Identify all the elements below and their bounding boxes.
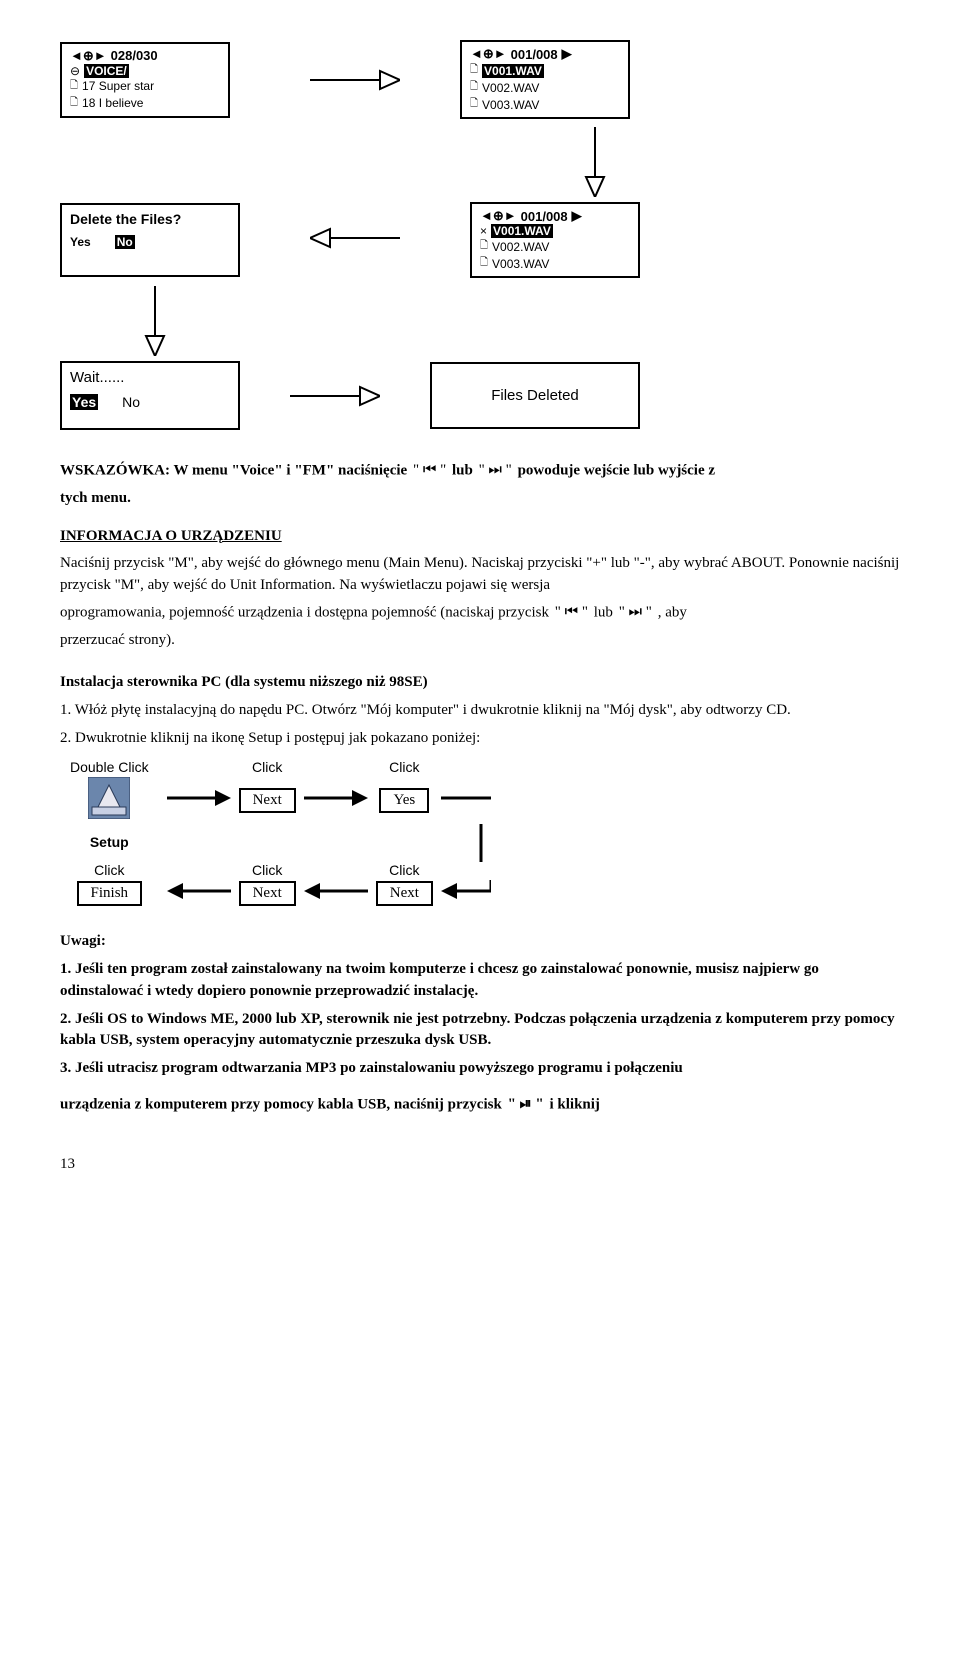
label-double-click: Double Click xyxy=(70,759,149,775)
arrow-left-icon xyxy=(310,223,400,258)
selected-file: V001.WAV xyxy=(491,224,553,238)
file-icon: 🗋 xyxy=(470,79,478,96)
screen-delete-prompt: Delete the Files? Yes No xyxy=(60,203,240,277)
screen-wav-list: ◄⊕► 001/008 ▶ 🗋 V001.WAV 🗋 V002.WAV 🗋 V003.… xyxy=(460,40,630,119)
folder-title: VOICE/ xyxy=(84,64,129,78)
list-item: 18 I believe xyxy=(82,96,143,110)
list-item: V003.WAV xyxy=(492,257,549,271)
counter: 028/030 xyxy=(111,48,158,63)
next-button: Next xyxy=(239,788,296,813)
arrow-left-icon xyxy=(441,880,491,902)
next-track-icon: " ⏭ " xyxy=(619,602,652,624)
label-click: Click xyxy=(389,862,419,878)
install-flow-diagram: Double Click Click Click Next Yes xyxy=(60,759,900,907)
prompt-title: Delete the Files? xyxy=(70,211,230,227)
arrow-left-icon xyxy=(304,880,368,902)
arrow-right-icon xyxy=(310,65,400,95)
flow-diagram: ◄⊕► 028/030 ⊖ VOICE/ 🗋 17 Super star 🗋 18 I… xyxy=(60,40,900,430)
counter: 001/008 xyxy=(511,47,558,62)
arrow-down-icon xyxy=(580,185,610,201)
hint-mid: lub xyxy=(452,462,473,478)
uwagi-3a: 3. Jeśli utracisz program odtwarzania MP… xyxy=(60,1058,900,1080)
uwagi-2-text: 2. Jeśli OS to Windows ME, 2000 lub XP, … xyxy=(60,1011,895,1049)
info-p2c: , aby xyxy=(658,605,687,621)
arrow-right-icon xyxy=(167,787,231,809)
uwagi-3b: urządzenia z komputerem przy pomocy kabl… xyxy=(60,1096,502,1112)
arrow-right-icon xyxy=(304,787,368,809)
file-icon: 🗋 xyxy=(470,96,478,113)
file-icon: 🗋 xyxy=(480,238,488,255)
arrow-right-icon xyxy=(290,381,380,411)
next-button: Next xyxy=(239,881,296,906)
info-paragraph-3: przerzucać strony). xyxy=(60,630,900,652)
counter: 001/008 xyxy=(521,209,568,224)
uwagi-1: 1. Jeśli ten program został zainstalowan… xyxy=(60,959,900,1003)
arrow-down-icon xyxy=(140,344,170,360)
file-icon: 🗋 xyxy=(70,78,78,95)
yes-option: Yes xyxy=(70,235,91,249)
page-number: 13 xyxy=(60,1156,900,1173)
info-p2b: lub xyxy=(594,605,613,621)
folder-icon: ⊖ xyxy=(70,64,80,78)
info-p2a: oprogramowania, pojemność urządzenia i d… xyxy=(60,605,549,621)
nav-right-icon: ▶ xyxy=(572,208,582,224)
file-icon: 🗋 xyxy=(480,255,488,272)
yes-option: Yes xyxy=(70,394,98,410)
file-icon: 🗋 xyxy=(70,95,78,112)
hint-line2: tych menu. xyxy=(60,488,900,510)
next-track-icon: " ⏭ " xyxy=(479,460,512,482)
uwagi-2: 2. Jeśli OS to Windows ME, 2000 lub XP, … xyxy=(60,1009,900,1053)
uwagi-3c: i kliknij xyxy=(549,1096,599,1112)
no-option: No xyxy=(115,235,135,249)
screen-wav-list-x: ◄⊕► 001/008 ▶ × V001.WAV 🗋 V002.WAV 🗋 V003.… xyxy=(470,202,640,278)
screen-voice-list: ◄⊕► 028/030 ⊖ VOICE/ 🗋 17 Super star 🗋 18 I… xyxy=(60,42,230,118)
file-icon: 🗋 xyxy=(470,62,478,79)
line-segment xyxy=(441,787,491,809)
arrow-left-icon xyxy=(167,880,231,902)
screen-deleted: Files Deleted xyxy=(430,362,640,429)
install-step-1: 1. Włóż płytę instalacyjną do napędu PC.… xyxy=(60,700,900,722)
list-item: V002.WAV xyxy=(492,240,549,254)
no-option: No xyxy=(122,394,140,410)
finish-button: Finish xyxy=(77,881,143,906)
list-item: V002.WAV xyxy=(482,81,539,95)
list-item: V003.WAV xyxy=(482,98,539,112)
hint-suffix: powoduje wejście lub wyjście z xyxy=(518,462,715,478)
label-click: Click xyxy=(94,862,124,878)
line-segment xyxy=(471,824,491,862)
nav-right-icon: ▶ xyxy=(562,46,572,62)
setup-label: Setup xyxy=(90,834,129,850)
section-heading-install: Instalacja sterownika PC (dla systemu ni… xyxy=(60,672,900,694)
nav-target-icon: ◄⊕► xyxy=(470,46,507,62)
play-pause-icon: " ⏯ " xyxy=(508,1094,544,1116)
info-paragraph-1: Naciśnij przycisk "M", aby wejść do głów… xyxy=(60,553,900,597)
hint-prefix: WSKAZÓWKA: W menu "Voice" i "FM" naciśni… xyxy=(60,462,407,478)
hint-paragraph: WSKAZÓWKA: W menu "Voice" i "FM" naciśni… xyxy=(60,460,900,482)
setup-icon xyxy=(88,777,130,824)
nav-target-icon: ◄⊕► xyxy=(70,48,107,64)
next-button: Next xyxy=(376,881,433,906)
screen-wait: Wait...... Yes No xyxy=(60,361,240,430)
label-click: Click xyxy=(389,759,419,775)
selected-file: V001.WAV xyxy=(482,64,544,78)
yes-button: Yes xyxy=(379,788,429,813)
label-click: Click xyxy=(252,759,282,775)
section-heading-info: INFORMACJA O URZĄDZENIU xyxy=(60,528,900,545)
uwagi-3b-line: urządzenia z komputerem przy pomocy kabl… xyxy=(60,1094,900,1116)
nav-target-icon: ◄⊕► xyxy=(480,208,517,224)
prev-track-icon: " ⏮ " xyxy=(555,602,588,624)
info-paragraph-2: oprogramowania, pojemność urządzenia i d… xyxy=(60,602,900,624)
install-step-2: 2. Dwukrotnie kliknij na ikonę Setup i p… xyxy=(60,728,900,750)
x-icon: × xyxy=(480,224,487,238)
deleted-text: Files Deleted xyxy=(491,387,579,404)
label-click: Click xyxy=(252,862,282,878)
list-item: 17 Super star xyxy=(82,79,154,93)
uwagi-heading: Uwagi: xyxy=(60,931,900,953)
wait-title: Wait...... xyxy=(70,369,230,386)
prev-track-icon: " ⏮ " xyxy=(413,460,446,482)
